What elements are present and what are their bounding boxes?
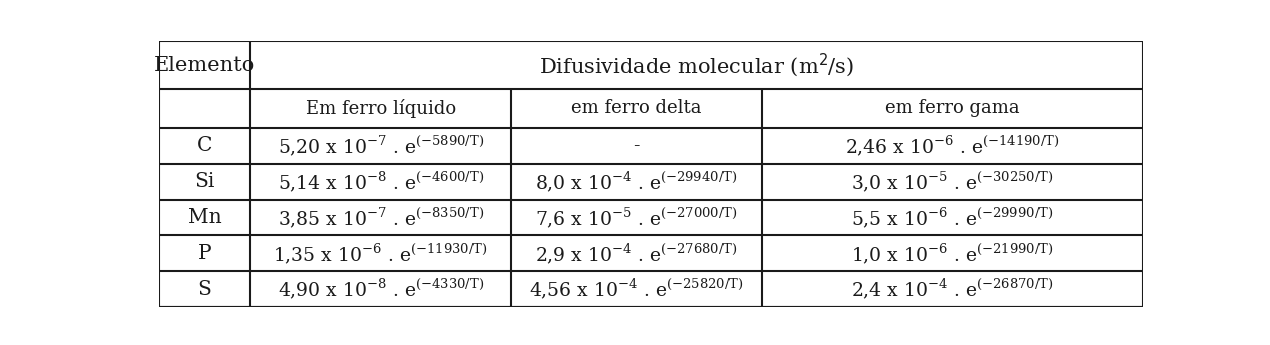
Text: em ferro delta: em ferro delta bbox=[572, 99, 702, 117]
Text: 2,4 x 10$^{\mathregular{-4}}$ . e$^{\mathregular{(-26870/T)}}$: 2,4 x 10$^{\mathregular{-4}}$ . e$^{\mat… bbox=[851, 277, 1054, 302]
Text: 2,9 x 10$^{\mathregular{-4}}$ . e$^{\mathregular{(-27680/T)}}$: 2,9 x 10$^{\mathregular{-4}}$ . e$^{\mat… bbox=[535, 241, 738, 266]
Text: 7,6 x 10$^{\mathregular{-5}}$ . e$^{\mathregular{(-27000/T)}}$: 7,6 x 10$^{\mathregular{-5}}$ . e$^{\mat… bbox=[535, 205, 738, 230]
Text: 4,90 x 10$^{\mathregular{-8}}$ . e$^{\mathregular{(-4330/T)}}$: 4,90 x 10$^{\mathregular{-8}}$ . e$^{\ma… bbox=[278, 277, 484, 302]
Text: em ferro gama: em ferro gama bbox=[885, 99, 1020, 117]
Text: 5,20 x 10$^{\mathregular{-7}}$ . e$^{\mathregular{(-5890/T)}}$: 5,20 x 10$^{\mathregular{-7}}$ . e$^{\ma… bbox=[278, 134, 484, 158]
Text: P: P bbox=[198, 244, 211, 263]
Text: Difusividade molecular (m$^2$/s): Difusividade molecular (m$^2$/s) bbox=[538, 51, 855, 79]
Text: 5,5 x 10$^{\mathregular{-6}}$ . e$^{\mathregular{(-29990/T)}}$: 5,5 x 10$^{\mathregular{-6}}$ . e$^{\mat… bbox=[851, 205, 1054, 230]
Text: C: C bbox=[197, 136, 212, 155]
Text: 4,56 x 10$^{\mathregular{-4}}$ . e$^{\mathregular{(-25820/T)}}$: 4,56 x 10$^{\mathregular{-4}}$ . e$^{\ma… bbox=[530, 277, 744, 302]
Text: 2,46 x 10$^{\mathregular{-6}}$ . e$^{\mathregular{(-14190/T)}}$: 2,46 x 10$^{\mathregular{-6}}$ . e$^{\ma… bbox=[846, 134, 1059, 158]
Text: Em ferro líquido: Em ferro líquido bbox=[306, 99, 456, 118]
Text: 3,0 x 10$^{\mathregular{-5}}$ . e$^{\mathregular{(-30250/T)}}$: 3,0 x 10$^{\mathregular{-5}}$ . e$^{\mat… bbox=[851, 169, 1054, 194]
Text: 5,14 x 10$^{\mathregular{-8}}$ . e$^{\mathregular{(-4600/T)}}$: 5,14 x 10$^{\mathregular{-8}}$ . e$^{\ma… bbox=[278, 169, 484, 194]
Text: 3,85 x 10$^{\mathregular{-7}}$ . e$^{\mathregular{(-8350/T)}}$: 3,85 x 10$^{\mathregular{-7}}$ . e$^{\ma… bbox=[278, 205, 484, 230]
Text: -: - bbox=[634, 137, 640, 155]
Text: Elemento: Elemento bbox=[154, 56, 255, 75]
Text: S: S bbox=[198, 280, 212, 299]
Text: 1,0 x 10$^{\mathregular{-6}}$ . e$^{\mathregular{(-21990/T)}}$: 1,0 x 10$^{\mathregular{-6}}$ . e$^{\mat… bbox=[851, 241, 1054, 266]
Text: 1,35 x 10$^{\mathregular{-6}}$ . e$^{\mathregular{(-11930/T)}}$: 1,35 x 10$^{\mathregular{-6}}$ . e$^{\ma… bbox=[273, 241, 488, 266]
Text: Si: Si bbox=[194, 172, 215, 191]
Text: Mn: Mn bbox=[188, 208, 221, 227]
Text: 8,0 x 10$^{\mathregular{-4}}$ . e$^{\mathregular{(-29940/T)}}$: 8,0 x 10$^{\mathregular{-4}}$ . e$^{\mat… bbox=[536, 169, 738, 194]
